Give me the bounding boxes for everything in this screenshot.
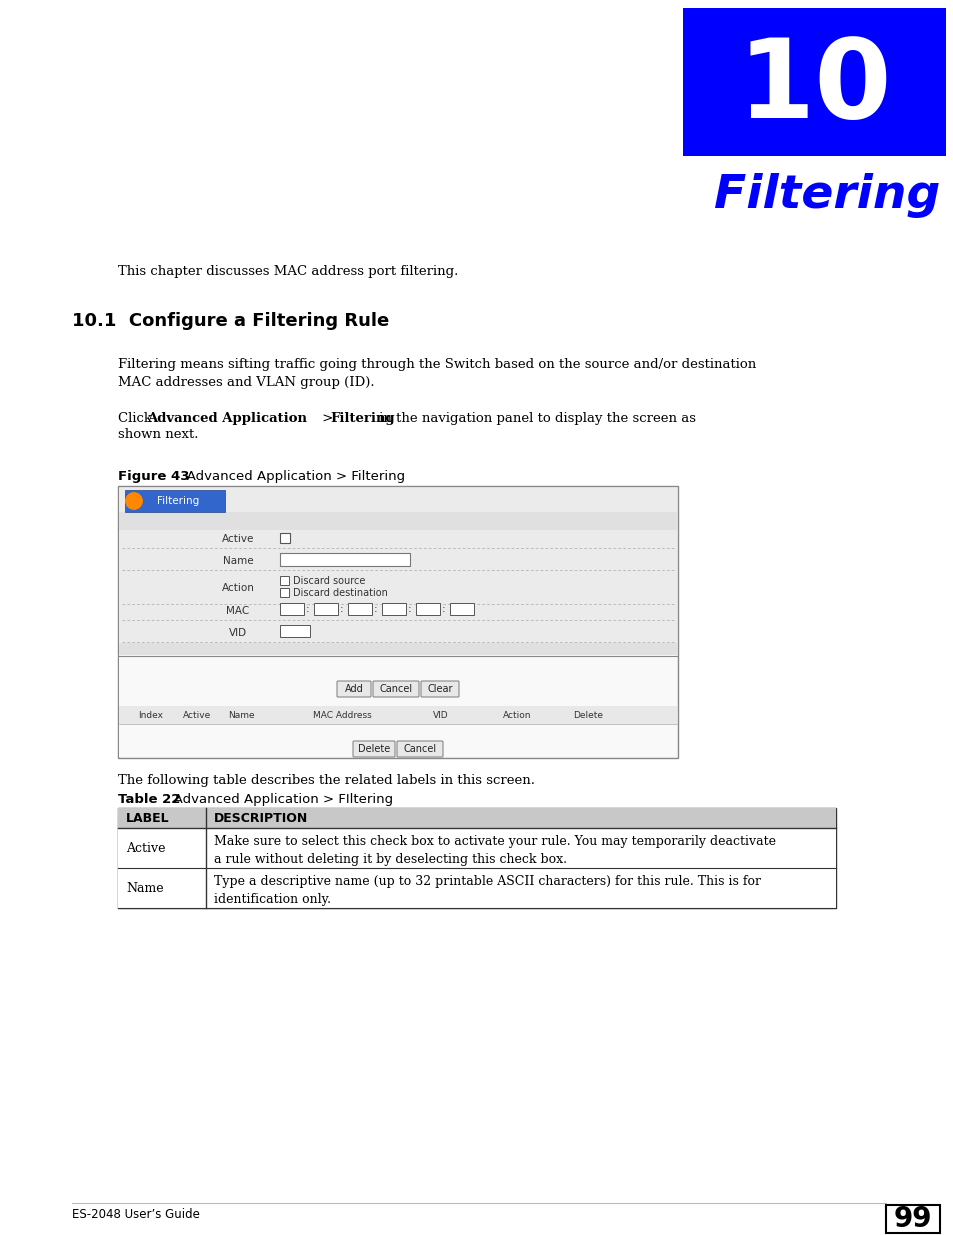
Bar xyxy=(119,488,677,651)
Text: LABEL: LABEL xyxy=(126,811,170,825)
Text: ES-2048 User’s Guide: ES-2048 User’s Guide xyxy=(71,1209,200,1221)
Bar xyxy=(118,868,835,908)
Text: Name: Name xyxy=(126,882,164,894)
Bar xyxy=(682,7,945,156)
Text: Advanced Application > FIltering: Advanced Application > FIltering xyxy=(161,793,393,806)
Bar xyxy=(885,1205,939,1233)
Bar xyxy=(119,706,677,724)
Text: Advanced Application: Advanced Application xyxy=(147,412,307,425)
Text: :: : xyxy=(306,604,310,614)
Text: Cancel: Cancel xyxy=(403,743,436,755)
Bar xyxy=(348,603,372,615)
Text: Active: Active xyxy=(222,534,253,543)
Text: Make sure to select this check box to activate your rule. You may temporarily de: Make sure to select this check box to ac… xyxy=(213,835,775,866)
Text: Figure 43: Figure 43 xyxy=(118,471,190,483)
Text: Type a descriptive name (up to 32 printable ASCII characters) for this rule. Thi: Type a descriptive name (up to 32 printa… xyxy=(213,876,760,906)
Text: MAC: MAC xyxy=(226,606,250,616)
FancyBboxPatch shape xyxy=(373,680,418,697)
Text: :: : xyxy=(442,604,445,614)
Text: :: : xyxy=(408,604,412,614)
Bar xyxy=(118,808,835,827)
Text: This chapter discusses MAC address port filtering.: This chapter discusses MAC address port … xyxy=(118,266,457,278)
FancyBboxPatch shape xyxy=(420,680,458,697)
Text: Cancel: Cancel xyxy=(379,684,412,694)
Text: Filtering means sifting traffic going through the Switch based on the source and: Filtering means sifting traffic going th… xyxy=(118,358,756,389)
Text: >: > xyxy=(317,412,337,425)
Text: 99: 99 xyxy=(893,1205,931,1233)
Text: DESCRIPTION: DESCRIPTION xyxy=(213,811,308,825)
Text: :: : xyxy=(340,604,343,614)
Text: VID: VID xyxy=(229,629,247,638)
Bar xyxy=(450,603,474,615)
Text: Filtering: Filtering xyxy=(156,496,199,506)
FancyBboxPatch shape xyxy=(353,741,395,757)
Bar xyxy=(119,513,677,530)
Text: MAC Address: MAC Address xyxy=(313,710,372,720)
Text: Index: Index xyxy=(138,710,163,720)
Text: Filtering: Filtering xyxy=(330,412,395,425)
Text: Table 22: Table 22 xyxy=(118,793,180,806)
FancyBboxPatch shape xyxy=(396,741,442,757)
Text: 10: 10 xyxy=(737,33,891,141)
Circle shape xyxy=(126,493,142,509)
Bar xyxy=(118,808,835,908)
Text: Clear: Clear xyxy=(427,684,453,694)
Text: Delete: Delete xyxy=(573,710,602,720)
Circle shape xyxy=(126,493,142,509)
Bar xyxy=(118,487,678,758)
Bar xyxy=(125,490,225,513)
Bar xyxy=(118,827,835,868)
Bar xyxy=(381,603,406,615)
Text: Discard source: Discard source xyxy=(293,576,365,585)
Bar xyxy=(280,534,290,543)
Text: shown next.: shown next. xyxy=(118,429,198,441)
Text: The following table describes the related labels in this screen.: The following table describes the relate… xyxy=(118,774,535,787)
Text: Add: Add xyxy=(344,684,363,694)
Text: 10.1  Configure a Filtering Rule: 10.1 Configure a Filtering Rule xyxy=(71,312,389,330)
Text: Name: Name xyxy=(222,556,253,566)
Bar xyxy=(119,643,677,655)
Text: Active: Active xyxy=(183,710,211,720)
Bar xyxy=(280,625,310,637)
Bar xyxy=(280,603,304,615)
Text: Action: Action xyxy=(502,710,531,720)
Bar xyxy=(280,576,289,585)
Text: Delete: Delete xyxy=(357,743,390,755)
Bar xyxy=(416,603,439,615)
Text: Name: Name xyxy=(228,710,254,720)
Bar xyxy=(280,553,410,566)
Text: Discard destination: Discard destination xyxy=(293,588,388,598)
Text: :: : xyxy=(374,604,377,614)
Text: in the navigation panel to display the screen as: in the navigation panel to display the s… xyxy=(375,412,696,425)
Text: Filtering: Filtering xyxy=(713,173,940,219)
Text: VID: VID xyxy=(433,710,448,720)
Text: Active: Active xyxy=(126,841,165,855)
Text: Action: Action xyxy=(221,583,254,593)
FancyBboxPatch shape xyxy=(336,680,371,697)
Bar xyxy=(314,603,337,615)
Text: Advanced Application > Filtering: Advanced Application > Filtering xyxy=(173,471,405,483)
Bar xyxy=(280,588,289,597)
Bar xyxy=(119,650,677,757)
Text: Click: Click xyxy=(118,412,156,425)
